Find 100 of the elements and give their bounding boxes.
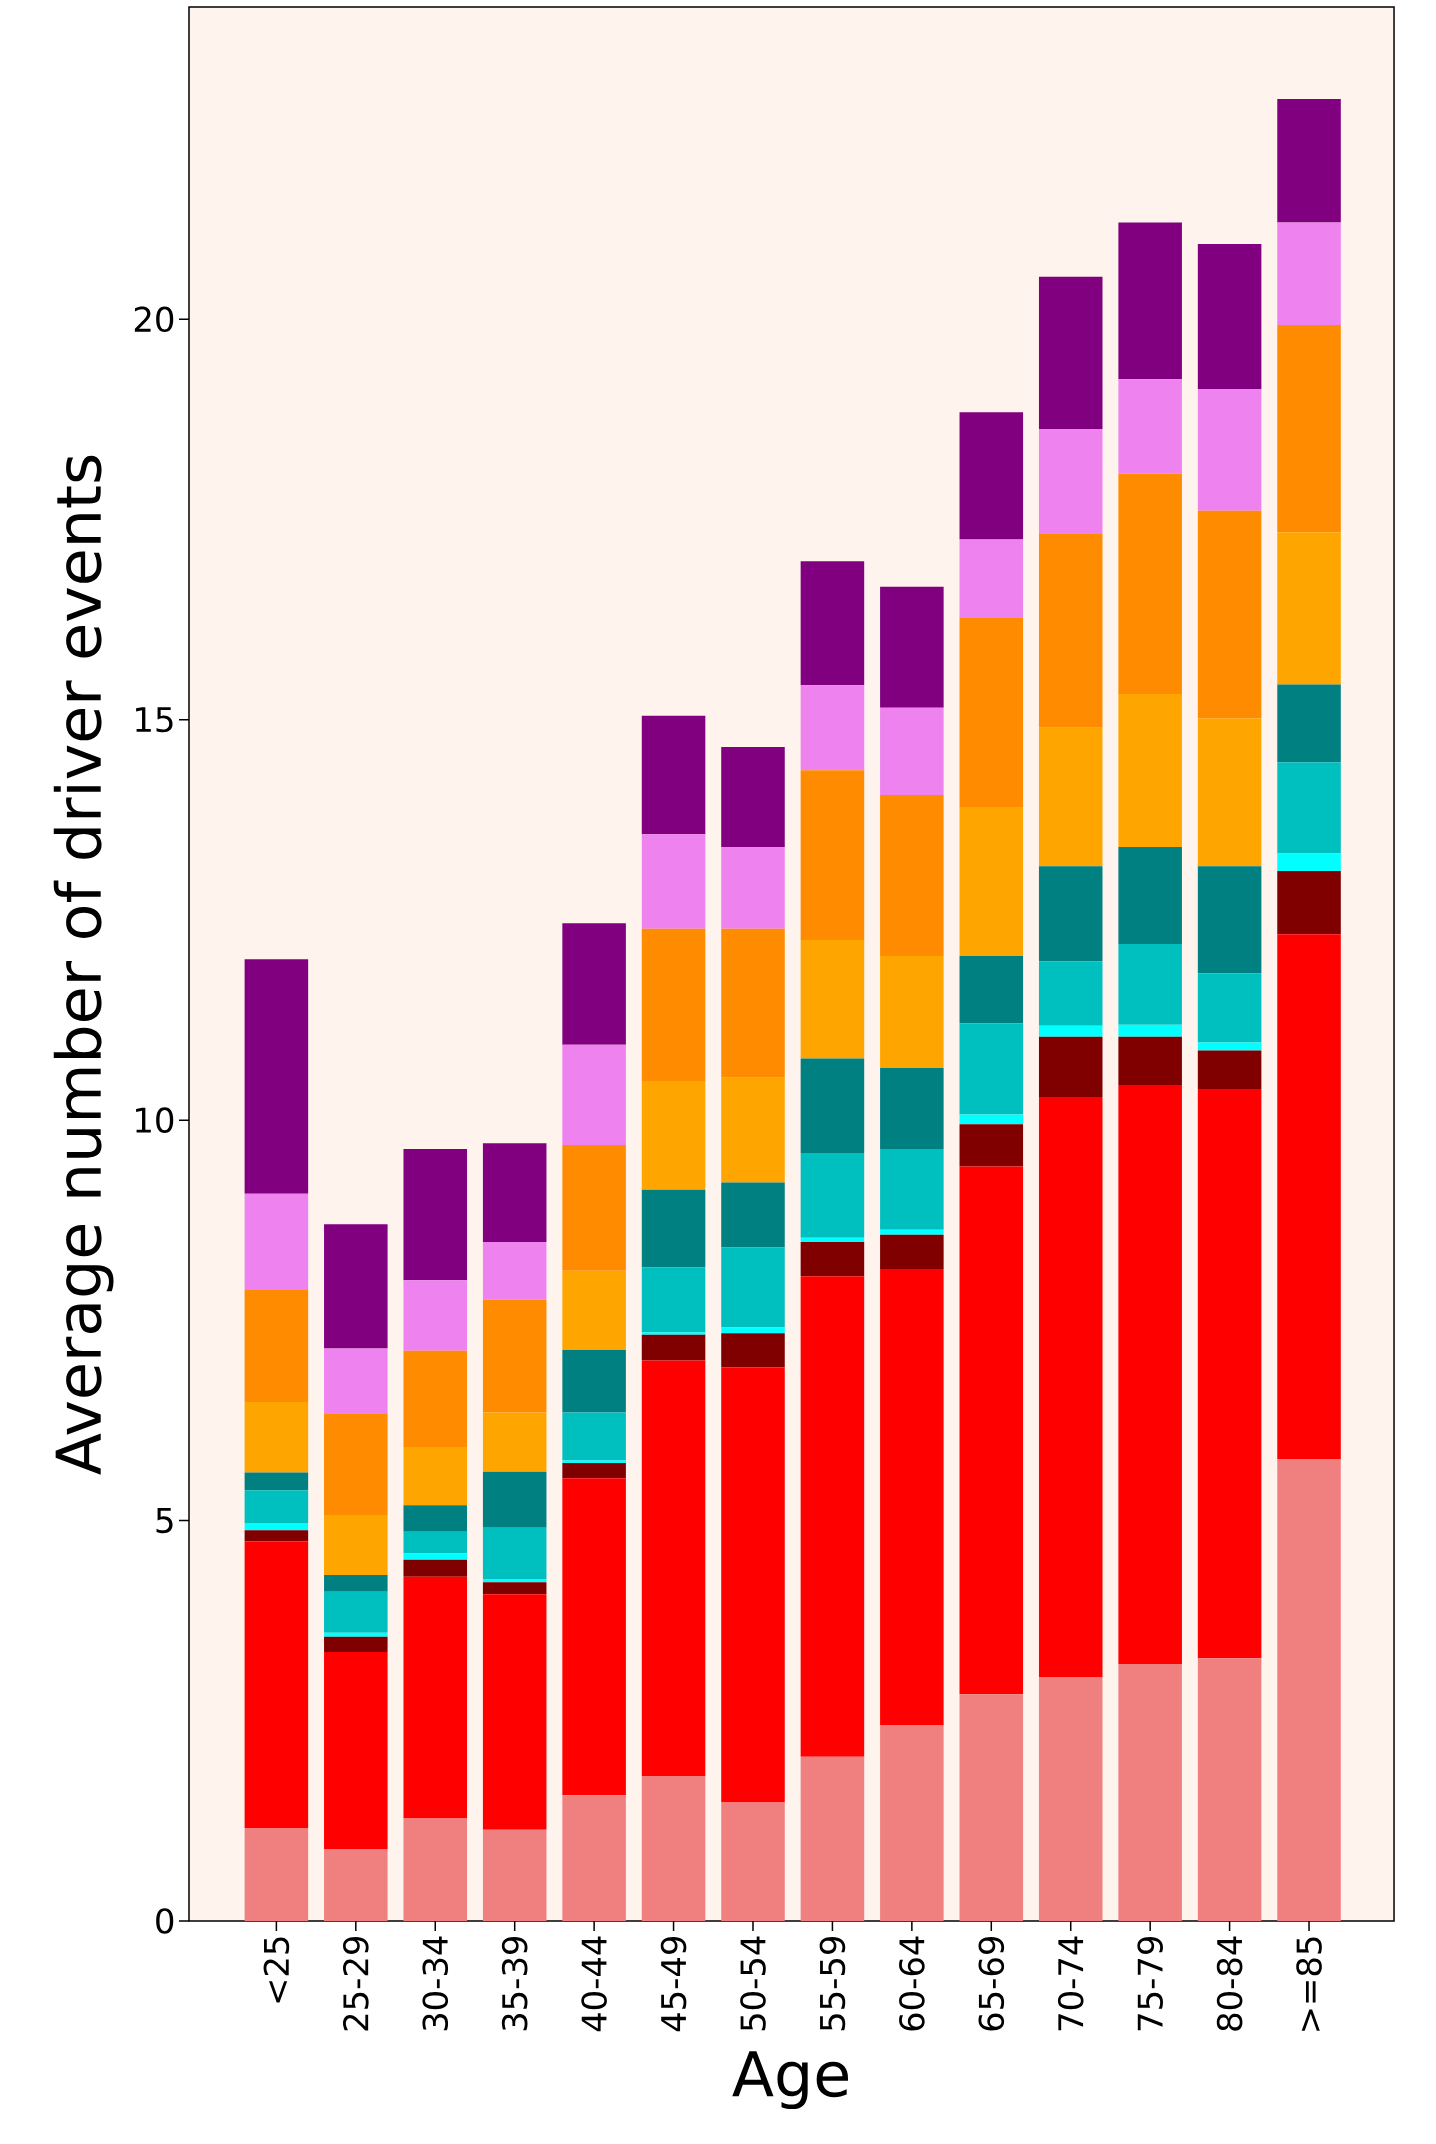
x-tick-label: <25 — [263, 1937, 290, 2003]
bar — [482, 1241, 547, 1300]
bar — [959, 1166, 1024, 1695]
bar — [1197, 1042, 1262, 1051]
bar — [1038, 1036, 1103, 1097]
bar — [1118, 222, 1182, 380]
bar — [1197, 388, 1262, 511]
bar — [403, 1505, 468, 1532]
bar — [641, 1334, 706, 1361]
bar — [800, 1058, 865, 1153]
bar — [800, 685, 865, 771]
bar — [880, 586, 944, 708]
bar — [641, 715, 706, 835]
bar — [403, 1553, 468, 1560]
x-tick-label: >=85 — [1296, 1937, 1322, 2031]
bar — [403, 1559, 468, 1577]
bar — [721, 1247, 785, 1328]
bar — [880, 1229, 944, 1235]
bar — [403, 1280, 468, 1351]
bar — [800, 1756, 865, 1921]
bar — [1197, 510, 1262, 719]
bar — [1197, 1088, 1262, 1659]
bar — [721, 1182, 785, 1248]
bar — [324, 1514, 388, 1576]
bar — [562, 1795, 626, 1921]
bar — [1118, 847, 1182, 944]
bar — [880, 1234, 944, 1270]
bar — [1197, 718, 1262, 867]
bar — [880, 1148, 944, 1230]
bar — [324, 1636, 388, 1652]
bar — [562, 1044, 626, 1145]
bar — [562, 1270, 626, 1350]
x-tick-label: 35-39 — [501, 1936, 528, 2031]
bar — [1038, 533, 1103, 728]
bar — [641, 1360, 706, 1777]
bar — [641, 834, 706, 929]
x-tick-label: 80-84 — [1216, 1936, 1243, 2031]
bar — [641, 1080, 706, 1190]
bar — [1038, 276, 1103, 430]
bar — [1038, 1677, 1103, 1921]
bar — [562, 1478, 626, 1796]
bar — [324, 1224, 388, 1349]
bar — [562, 1144, 626, 1271]
bar — [721, 847, 785, 929]
bar — [244, 959, 309, 1194]
bar — [1197, 244, 1262, 389]
bar — [721, 1367, 785, 1803]
bar — [244, 1530, 309, 1542]
bar — [482, 1143, 547, 1242]
y-tick-label: 0 — [156, 1908, 174, 1934]
bar — [959, 807, 1024, 956]
bar — [244, 1472, 309, 1491]
bar — [1038, 866, 1103, 962]
bar — [244, 1490, 309, 1523]
bar — [403, 1818, 468, 1921]
bar — [562, 1349, 626, 1413]
bar — [959, 539, 1024, 618]
bar — [244, 1193, 309, 1290]
bar — [880, 795, 944, 956]
y-tick-label: 10 — [136, 1107, 174, 1133]
bar — [1118, 1084, 1182, 1664]
bar — [1277, 871, 1341, 935]
bar — [324, 1651, 388, 1849]
bar — [800, 1241, 865, 1277]
bar — [1118, 1036, 1182, 1085]
x-tick-label: 60-64 — [899, 1936, 925, 2031]
bar — [641, 1776, 706, 1921]
bar — [1118, 943, 1182, 1025]
bar — [403, 1576, 468, 1819]
bar — [800, 1237, 865, 1242]
bar — [1277, 324, 1341, 533]
bar — [482, 1527, 547, 1580]
bar — [1277, 532, 1341, 685]
x-tick-label: 30-34 — [422, 1936, 449, 2031]
bar — [959, 955, 1024, 1024]
bar — [1038, 961, 1103, 1026]
bar — [1038, 1025, 1103, 1037]
bar — [562, 1462, 626, 1479]
bar — [641, 1332, 706, 1335]
bar — [959, 1694, 1024, 1921]
bar — [1197, 973, 1262, 1043]
bar — [324, 1848, 388, 1921]
bar — [800, 1152, 865, 1238]
bar — [1197, 1050, 1262, 1089]
bar — [324, 1348, 388, 1415]
bar — [1277, 684, 1341, 763]
bar — [800, 561, 865, 686]
y-tick-label: 5 — [156, 1507, 173, 1534]
bar — [244, 1289, 309, 1403]
bar — [959, 1114, 1024, 1125]
bar — [1277, 853, 1341, 872]
bar — [641, 1267, 706, 1333]
bar — [1197, 1658, 1262, 1921]
bar — [244, 1828, 309, 1921]
bar — [1277, 99, 1341, 223]
bar — [482, 1471, 547, 1528]
bar — [324, 1591, 388, 1633]
bar — [1118, 379, 1182, 474]
bar — [1038, 429, 1103, 534]
bar — [244, 1522, 309, 1531]
